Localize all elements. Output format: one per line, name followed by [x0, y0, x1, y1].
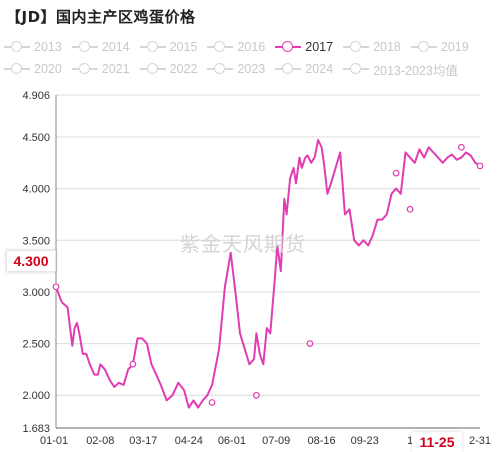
legend-item-2021[interactable]: 2021 — [71, 62, 130, 76]
y-tick-label: 4.000 — [22, 184, 50, 196]
legend-item-2017[interactable]: 2017 — [275, 40, 333, 54]
series-line-2017 — [55, 139, 481, 409]
legend-item-2013-2023均值[interactable]: 2013-2023均值 — [343, 60, 458, 79]
legend-marker-icon — [275, 63, 302, 75]
series-point — [306, 340, 314, 347]
x-tick-label: 06-01 — [218, 435, 246, 447]
legend-label: 2016 — [237, 40, 266, 54]
y-tick-label: 3.000 — [22, 287, 50, 299]
legend-row: 2013 2014 2015 2016 2017 2018 2019 — [4, 36, 500, 58]
series-point — [476, 162, 484, 170]
legend-label: 2019 — [440, 40, 469, 54]
y-tick-label: 2.500 — [22, 339, 50, 351]
y-tick-label: 3.500 — [22, 235, 50, 247]
legend: 2013 2014 2015 2016 2017 2018 2019 2020 2021 2022… — [4, 36, 500, 80]
legend-item-2022[interactable]: 2022 — [139, 62, 198, 76]
x-tick-label: 1 — [407, 435, 413, 447]
y-tick-label: 4.906 — [22, 90, 50, 102]
legend-marker-icon — [343, 41, 370, 53]
crosshair-date-label: 11-25 — [412, 432, 462, 452]
x-tick-label: 09-23 — [351, 435, 379, 447]
x-tick-label: 04-24 — [175, 435, 203, 447]
series-point — [252, 391, 260, 399]
x-tick-label: 03-17 — [129, 435, 157, 447]
legend-marker-icon — [207, 41, 234, 53]
legend-item-2020[interactable]: 2020 — [4, 62, 62, 76]
legend-row: 2020 2021 2022 2023 2024 2013-2023均值 — [4, 58, 500, 80]
legend-item-2018[interactable]: 2018 — [343, 40, 401, 54]
legend-label: 2024 — [305, 62, 334, 76]
series-point — [52, 283, 60, 291]
chart-title: 【JD】国内主产区鸡蛋价格 — [6, 8, 196, 26]
legend-marker-icon — [410, 41, 437, 53]
y-tick-label: 2.000 — [22, 390, 50, 402]
x-tick-label: 02-08 — [86, 435, 114, 447]
series-point — [129, 360, 137, 368]
legend-label: 2013 — [34, 40, 62, 54]
legend-label: 2021 — [101, 62, 130, 76]
legend-label: 2022 — [169, 62, 198, 76]
series-point — [406, 205, 414, 213]
watermark: 紫金天风期货 — [180, 232, 306, 256]
legend-label: 2017 — [305, 40, 334, 54]
series-point — [392, 169, 400, 177]
x-tick-label: 2-31 — [469, 435, 491, 447]
y-tick-label: 4.500 — [22, 132, 50, 144]
legend-label: 2014 — [101, 40, 130, 54]
x-tick-label: 08-16 — [308, 435, 336, 447]
legend-label: 2015 — [169, 40, 198, 54]
legend-item-2015[interactable]: 2015 — [139, 40, 198, 54]
legend-label: 2013-2023均值 — [373, 63, 458, 78]
legend-marker-icon — [139, 63, 166, 75]
legend-item-2014[interactable]: 2014 — [71, 40, 130, 54]
legend-item-2019[interactable]: 2019 — [410, 40, 469, 54]
legend-marker-icon — [4, 63, 30, 75]
legend-item-2024[interactable]: 2024 — [275, 62, 333, 76]
legend-marker-icon — [71, 41, 98, 53]
legend-label: 2018 — [373, 40, 401, 54]
series-point — [457, 143, 465, 151]
x-tick-label: 07-09 — [262, 435, 290, 447]
legend-label: 2023 — [237, 62, 266, 76]
legend-label: 2020 — [34, 62, 62, 76]
legend-marker-icon — [139, 41, 166, 53]
legend-marker-icon — [275, 41, 302, 53]
x-tick-label: 01-01 — [40, 435, 68, 447]
legend-item-2016[interactable]: 2016 — [207, 40, 265, 54]
legend-marker-icon — [207, 63, 234, 75]
series-point — [208, 399, 216, 406]
y-tick-label: 1.683 — [22, 423, 50, 435]
legend-marker-icon — [4, 41, 30, 53]
legend-item-2013[interactable]: 2013 — [4, 40, 62, 54]
crosshair-price-label: 4.300 — [6, 250, 56, 272]
legend-item-2023[interactable]: 2023 — [207, 62, 265, 76]
legend-marker-icon — [71, 63, 98, 75]
legend-marker-icon — [343, 63, 370, 75]
